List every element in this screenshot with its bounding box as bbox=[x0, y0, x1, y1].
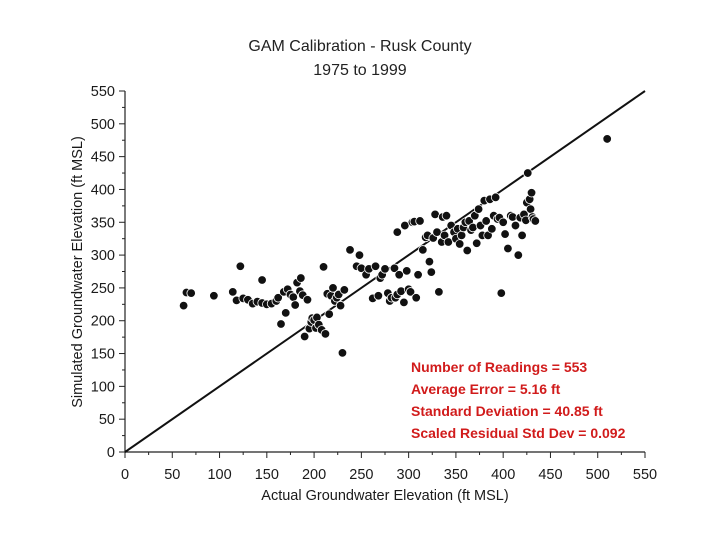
data-point bbox=[302, 295, 313, 305]
data-point bbox=[290, 300, 300, 310]
data-point bbox=[373, 291, 384, 301]
data-point bbox=[462, 245, 472, 256]
data-point bbox=[337, 348, 348, 358]
data-point bbox=[299, 331, 310, 342]
data-point bbox=[415, 216, 425, 226]
data-point bbox=[370, 261, 381, 271]
data-point bbox=[335, 300, 346, 311]
data-point bbox=[318, 262, 329, 272]
data-point bbox=[454, 239, 465, 249]
data-point bbox=[320, 329, 331, 339]
x-tick-label: 350 bbox=[444, 467, 468, 483]
data-point bbox=[496, 288, 506, 298]
x-tick-label: 0 bbox=[121, 467, 129, 483]
x-axis-title: Actual Groundwater Elevation (ft MSL) bbox=[261, 488, 508, 504]
data-point bbox=[411, 293, 421, 303]
data-point bbox=[235, 261, 246, 271]
y-tick-label: 550 bbox=[91, 84, 115, 100]
data-point bbox=[281, 308, 291, 318]
tick-labels: 0 50 100 150 200 250 300 350 400 450 500 550 0 50 100 1… bbox=[91, 84, 657, 483]
data-point bbox=[426, 267, 437, 277]
stat-number-of-readings: Number of Readings = 553 bbox=[411, 359, 587, 375]
data-point bbox=[186, 288, 196, 298]
data-point bbox=[456, 230, 467, 241]
x-tick-label: 100 bbox=[207, 467, 231, 483]
data-point bbox=[402, 266, 412, 276]
data-point bbox=[339, 285, 350, 295]
data-point bbox=[481, 216, 491, 226]
data-point bbox=[513, 250, 524, 260]
y-tick-label: 400 bbox=[91, 182, 115, 198]
data-point bbox=[389, 263, 400, 273]
data-point bbox=[503, 243, 513, 254]
y-tick-label: 500 bbox=[91, 117, 115, 133]
data-point bbox=[257, 275, 267, 285]
y-tick-label: 150 bbox=[91, 347, 115, 363]
stats-box: Number of Readings = 553 Average Error =… bbox=[411, 359, 626, 441]
data-point bbox=[498, 217, 508, 227]
x-tick-label: 250 bbox=[349, 467, 373, 483]
data-point bbox=[487, 224, 497, 234]
data-point bbox=[473, 204, 484, 214]
data-point bbox=[328, 283, 338, 293]
data-point bbox=[296, 273, 306, 283]
y-tick-label: 50 bbox=[99, 412, 115, 428]
x-tick-label: 300 bbox=[397, 467, 421, 483]
data-point bbox=[399, 297, 409, 308]
data-point bbox=[413, 270, 423, 280]
y-tick-label: 250 bbox=[91, 281, 115, 297]
chart-subtitle: 1975 to 1999 bbox=[313, 62, 407, 79]
data-point bbox=[523, 168, 533, 178]
data-point bbox=[510, 220, 521, 231]
data-point bbox=[526, 188, 537, 198]
data-point bbox=[228, 287, 238, 297]
data-point bbox=[530, 216, 541, 226]
y-tick-label: 450 bbox=[91, 150, 115, 166]
data-point bbox=[441, 211, 452, 221]
data-point bbox=[394, 270, 404, 280]
x-tick-label: 450 bbox=[538, 467, 562, 483]
x-tick-label: 400 bbox=[491, 467, 515, 483]
data-point bbox=[472, 238, 482, 248]
stat-average-error: Average Error = 5.16 ft bbox=[411, 381, 561, 397]
data-point bbox=[500, 229, 510, 239]
x-tick-label: 200 bbox=[302, 467, 326, 483]
y-tick-label: 300 bbox=[91, 248, 115, 264]
data-point bbox=[380, 264, 390, 274]
data-point bbox=[324, 309, 334, 319]
data-point bbox=[392, 227, 402, 237]
data-point bbox=[602, 134, 612, 144]
data-point bbox=[490, 192, 501, 203]
y-axis-title: Simulated Groundwater Elevation (ft MSL) bbox=[70, 136, 86, 408]
y-tick-label: 0 bbox=[107, 445, 115, 461]
data-point bbox=[418, 245, 428, 255]
data-point bbox=[354, 250, 365, 260]
y-tick-label: 350 bbox=[91, 215, 115, 231]
x-tick-label: 50 bbox=[164, 467, 180, 483]
x-tick-label: 550 bbox=[633, 467, 657, 483]
y-tick-label: 100 bbox=[91, 379, 115, 395]
stat-scaled-residual: Scaled Residual Std Dev = 0.092 bbox=[411, 425, 626, 441]
chart-title: GAM Calibration - Rusk County bbox=[248, 38, 471, 55]
data-point bbox=[276, 319, 286, 329]
data-point bbox=[517, 230, 527, 241]
data-point bbox=[424, 256, 435, 267]
data-point bbox=[405, 287, 416, 297]
data-point bbox=[178, 300, 189, 311]
stat-standard-deviation: Standard Deviation = 40.85 ft bbox=[411, 403, 603, 419]
data-point bbox=[273, 293, 283, 303]
x-tick-label: 500 bbox=[586, 467, 610, 483]
data-points bbox=[178, 134, 612, 358]
y-tick-label: 200 bbox=[91, 314, 115, 330]
data-point bbox=[209, 291, 219, 301]
data-point bbox=[345, 245, 355, 255]
data-point bbox=[434, 287, 444, 297]
data-point bbox=[525, 204, 536, 214]
x-tick-label: 150 bbox=[255, 467, 279, 483]
